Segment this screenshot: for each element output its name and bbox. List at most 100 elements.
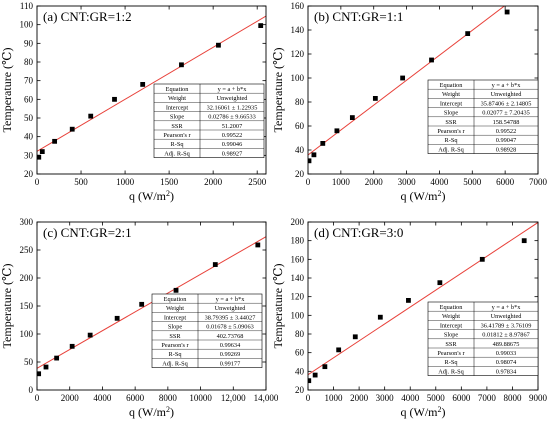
fit-line	[37, 236, 266, 369]
data-point	[479, 256, 485, 262]
fit-stats-key: Intercept	[164, 314, 187, 321]
x-axis-label: q (W/m2)	[129, 405, 174, 419]
fit-stats-value: 489.88675	[493, 341, 520, 348]
fit-stats-value: 51.2007	[222, 123, 242, 130]
fit-stats-key: R-Sq	[445, 137, 459, 144]
fit-stats-key: Equation	[440, 82, 464, 89]
x-tick-label: 6000	[126, 393, 145, 403]
data-point	[308, 158, 312, 164]
fit-stats-key: R-Sq	[445, 359, 459, 366]
y-tick-label: 110	[20, 1, 34, 11]
x-tick-label: 1000	[332, 177, 351, 187]
chart-panel-2: 0 1000 2000 3000 4000 5000 6000 7000 20 40 60 80 100…	[271, 1, 548, 203]
y-tick-label: 20	[295, 169, 305, 179]
x-tick-label: 0	[35, 177, 40, 187]
x-tick-label: 6000	[496, 177, 515, 187]
fit-stats-value: 0.99634	[220, 342, 241, 349]
y-tick-label: 120	[291, 292, 305, 302]
fit-stats-table: Equation y = a + b*x Weight Unweighted Inter…	[151, 293, 263, 368]
data-point	[139, 301, 145, 307]
x-tick-label: 12,000	[221, 393, 246, 403]
x-axis-label-close: )	[170, 405, 174, 419]
fit-stats-value: 0.99522	[496, 128, 516, 135]
fit-stats-key: R-Sq	[169, 351, 183, 358]
fit-stats-value: 0.02786 ± 9.66533	[208, 114, 256, 121]
y-tick-label: 50	[24, 113, 34, 123]
fit-stats-value: 0.99033	[496, 350, 516, 357]
y-tick-label: 250	[20, 245, 34, 255]
x-tick-label: 4000	[93, 393, 112, 403]
fit-stats-key: Pearson's r	[161, 342, 189, 349]
fit-stats-value: 0.98928	[496, 146, 516, 153]
data-point	[311, 152, 317, 158]
data-point	[372, 96, 378, 101]
fit-stats-key: Slope	[444, 332, 459, 339]
y-tick-label: 100	[291, 73, 305, 83]
x-axis-label-main: q (W/m	[129, 189, 167, 203]
fit-stats-value: 0.99046	[222, 141, 242, 148]
fit-stats-value: 32.16061 ± 1.22935	[207, 104, 258, 111]
fit-stats-key: Weight	[166, 305, 184, 312]
fit-stats-value: 35.87406 ± 2.14805	[481, 100, 532, 107]
y-tick-label: 100	[291, 310, 305, 320]
fit-stats-key: Weight	[168, 95, 186, 102]
chart-panel-4: 0 1000 2000 3000 4000 5000 6000 7000 8000 9000 20 4…	[271, 217, 548, 419]
data-point	[429, 57, 434, 63]
y-tick-label: 200	[291, 217, 305, 227]
fit-stats-value: y = a + b*x	[492, 304, 522, 311]
data-point	[322, 364, 328, 370]
data-point	[114, 315, 120, 321]
x-tick-label: 1000	[116, 177, 135, 187]
fit-stats-value: Unweighted	[217, 95, 249, 102]
fit-stats-value: 0.01678 ± 5.09063	[206, 324, 254, 331]
fit-stats-value: 0.98074	[496, 359, 517, 366]
fit-line	[308, 222, 538, 376]
y-tick-label: 100	[20, 329, 34, 339]
y-tick-label: 200	[20, 273, 34, 283]
fit-stats-key: Equation	[440, 304, 464, 311]
data-point	[521, 238, 527, 244]
x-axis-label: q (W/m2)	[401, 405, 446, 419]
data-point	[173, 287, 179, 293]
x-tick-label: 10000	[189, 393, 212, 403]
fit-stats-key: Intercept	[440, 322, 463, 329]
fit-stats-value: Unweighted	[215, 305, 247, 312]
fit-stats-value: 158.54788	[493, 119, 520, 126]
fit-stats-key: Slope	[444, 110, 459, 117]
data-point	[406, 298, 411, 303]
fit-stats-value: Unweighted	[491, 91, 523, 98]
fit-stats-value: y = a + b*x	[492, 82, 522, 89]
y-axis-label: Temperature (℃)	[271, 48, 285, 133]
y-tick-label: 160	[291, 254, 305, 264]
data-point	[69, 126, 75, 132]
y-tick-label: 100	[20, 20, 34, 30]
data-point	[437, 280, 443, 286]
y-tick-label: 80	[295, 97, 305, 107]
fit-stats-key: R-Sq	[171, 141, 185, 148]
x-axis-label-sup: 2	[166, 405, 170, 414]
data-point	[212, 262, 218, 267]
fit-line	[308, 6, 506, 156]
x-tick-label: 14,000	[254, 393, 279, 403]
data-point	[216, 42, 221, 48]
data-point	[37, 371, 42, 377]
y-tick-label: 70	[24, 76, 34, 86]
x-tick-label: 2000	[61, 393, 80, 403]
x-tick-label: 2000	[350, 393, 369, 403]
y-tick-label: 80	[295, 329, 305, 339]
fit-stats-value: Unweighted	[491, 313, 523, 320]
y-tick-label: 20	[24, 169, 34, 179]
fit-stats-key: Weight	[442, 313, 460, 320]
data-point	[69, 343, 75, 349]
x-tick-label: 7000	[478, 393, 497, 403]
data-point	[465, 31, 471, 36]
data-point	[320, 141, 326, 146]
fit-stats-key: Slope	[170, 114, 185, 121]
x-axis-label-close: )	[170, 189, 174, 203]
x-axis-label-close: )	[442, 405, 446, 419]
chart-panel-1: 0 500 1000 1500 2000 2500 20 30 40 50 60 70 80 90 100 1…	[0, 1, 267, 203]
fit-stats-key: Slope	[168, 324, 183, 331]
data-point	[140, 82, 146, 87]
x-tick-label: 0	[35, 393, 40, 403]
data-point	[258, 23, 264, 28]
